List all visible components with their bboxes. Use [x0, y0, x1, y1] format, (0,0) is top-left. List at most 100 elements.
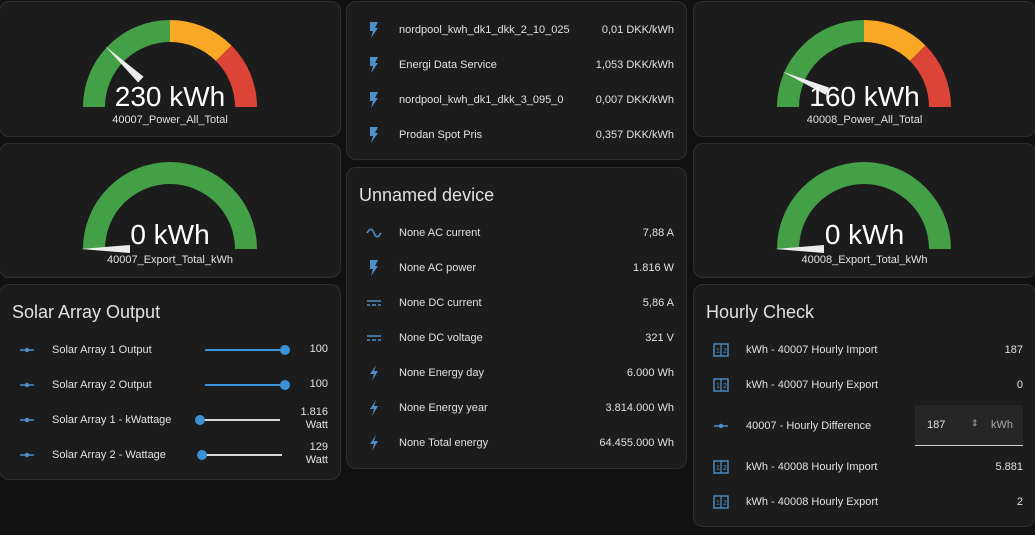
gauge-name: 40008_Power_All_Total	[806, 114, 923, 126]
gauge-segment-yellow	[864, 20, 926, 62]
slider-value: 100	[309, 378, 328, 390]
price-value: 0,007 DKK/kWh	[595, 93, 674, 106]
gauge-needle	[775, 245, 824, 253]
gauge-card-40007-export[interactable]: 0 kWh 40007_Export_Total_kWh	[0, 143, 341, 278]
device-label: None Energy day	[399, 366, 484, 379]
device-label: None DC voltage	[399, 331, 483, 344]
slider-handle[interactable]	[280, 380, 290, 390]
device-row[interactable]: None DC voltage 321 V	[347, 320, 686, 355]
slider-value-number: 1.816	[300, 406, 328, 418]
slider-fill	[205, 349, 285, 351]
device-card: Unnamed device None AC current 7,88 A No…	[346, 167, 687, 469]
gauge-40008-export	[775, 162, 951, 253]
slider-value-number: 129	[309, 441, 328, 453]
price-row[interactable]: Prodan Spot Pris 0,357 DKK/kWh	[347, 117, 686, 152]
spinner-icon[interactable]: ⇕	[971, 418, 979, 428]
device-value: 1.816 W	[633, 261, 674, 274]
device-row[interactable]: None DC current 5,86 A	[347, 285, 686, 320]
slider-handle[interactable]	[195, 415, 205, 425]
slider-value: 129 Watt	[306, 441, 328, 467]
device-value: 5,86 A	[642, 296, 674, 309]
slider-handle[interactable]	[197, 450, 207, 460]
device-row[interactable]: None Energy year 3.814.000 Wh	[347, 390, 686, 425]
device-value: 321 V	[645, 331, 674, 344]
solar-row: Solar Array 2 - Wattage	[0, 437, 340, 472]
flash-icon	[361, 258, 387, 278]
lightning-icon	[361, 398, 387, 418]
slider-fill	[205, 384, 285, 386]
slider-icon	[14, 410, 40, 430]
price-row[interactable]: Energi Data Service 1,053 DKK/kWh	[347, 47, 686, 82]
price-row[interactable]: nordpool_kwh_dk1_dkk_3_095_0 0,007 DKK/k…	[347, 82, 686, 117]
device-label: None AC current	[399, 226, 481, 239]
slider-icon	[14, 375, 40, 395]
svg-text:1: 1	[716, 500, 720, 507]
hourly-value: 187	[1004, 343, 1023, 356]
gauge-value: 0 kWh	[130, 219, 210, 250]
input-unit: kWh	[991, 419, 1013, 431]
solar-row-label: Solar Array 2 - Wattage	[52, 448, 166, 461]
gauge-segment-green	[777, 162, 951, 249]
price-value: 0,357 DKK/kWh	[595, 128, 674, 141]
gauge-40007-power	[83, 20, 257, 107]
device-label: None Total energy	[399, 436, 489, 449]
gauge-name: 40007_Export_Total_kWh	[107, 254, 233, 266]
device-row[interactable]: None AC power 1.816 W	[347, 250, 686, 285]
hourly-value: 5.881	[995, 460, 1023, 473]
hourly-difference-input[interactable]: 187 ⇕ kWh	[915, 405, 1023, 446]
flash-icon	[361, 90, 387, 110]
price-label: Prodan Spot Pris	[399, 128, 483, 141]
slider-value-unit: Watt	[305, 454, 328, 466]
hourly-value: 0	[1016, 378, 1023, 391]
lightning-icon	[361, 433, 387, 453]
device-value: 7,88 A	[642, 226, 674, 239]
lightning-icon	[361, 363, 387, 383]
gauge-name: 40008_Export_Total_kWh	[801, 254, 928, 266]
current-dc-icon	[361, 328, 387, 348]
device-row[interactable]: None Total energy 64.455.000 Wh	[347, 425, 686, 460]
input-value: 187	[927, 419, 946, 431]
flash-icon	[361, 20, 387, 40]
hourly-label: kWh - 40007 Hourly Import	[746, 343, 878, 356]
svg-text:2: 2	[723, 465, 727, 472]
device-row[interactable]: None Energy day 6.000 Wh	[347, 355, 686, 390]
hourly-label: kWh - 40008 Hourly Import	[746, 460, 878, 473]
solar-row-label: Solar Array 1 - kWattage	[52, 413, 172, 426]
slider-value: 100	[309, 343, 328, 355]
gauge-segment-yellow	[170, 20, 232, 62]
gauge-card-40007-power[interactable]: 230 kWh 40007_Power_All_Total	[0, 1, 341, 137]
gauge-needle	[81, 245, 130, 253]
slider-track[interactable]	[202, 454, 282, 456]
gauge-card-40008-export[interactable]: 0 kWh 40008_Export_Total_kWh	[693, 143, 1035, 278]
hourly-value: 2	[1016, 495, 1023, 508]
hourly-row: 40007 - Hourly Difference	[694, 408, 1035, 443]
gauge-card-40008-power[interactable]: 160 kWh 40008_Power_All_Total	[693, 1, 1035, 137]
gauge-40007-export	[81, 162, 257, 253]
card-title: Unnamed device	[359, 185, 495, 205]
gauge-40008-power	[777, 20, 951, 107]
card-title: Solar Array Output	[12, 302, 161, 322]
svg-text:2: 2	[723, 383, 727, 390]
svg-text:2: 2	[723, 348, 727, 355]
device-value: 6.000 Wh	[626, 366, 674, 379]
slider-track[interactable]	[200, 419, 280, 421]
slider-handle[interactable]	[280, 345, 290, 355]
flash-icon	[361, 55, 387, 75]
device-row[interactable]: None AC current 7,88 A	[347, 215, 686, 250]
device-label: None Energy year	[399, 401, 488, 414]
gauge-segment-green	[777, 20, 864, 107]
hourly-label: 40007 - Hourly Difference	[746, 419, 872, 432]
solar-row: Solar Array 1 Output	[0, 332, 340, 367]
slider-icon	[708, 416, 734, 436]
gauge-value: 160 kWh	[809, 81, 920, 112]
solar-row-label: Solar Array 2 Output	[52, 378, 152, 391]
price-row[interactable]: nordpool_kwh_dk1_dkk_2_10_025 0,01 DKK/k…	[347, 12, 686, 47]
